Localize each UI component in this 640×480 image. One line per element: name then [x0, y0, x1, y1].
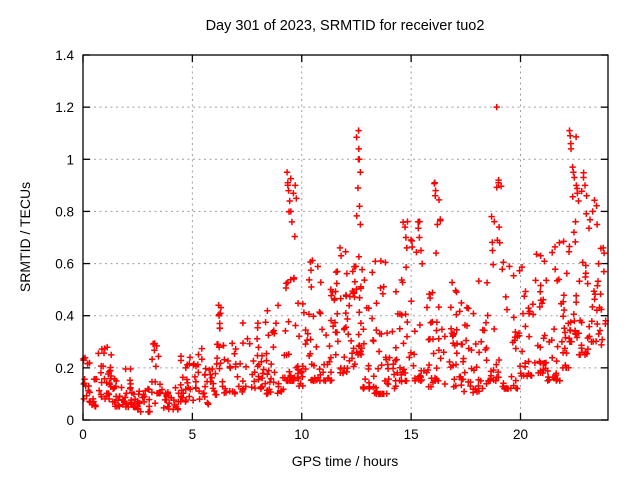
axis-ticks [82, 54, 608, 421]
y-tick-label: 0.6 [55, 257, 74, 272]
y-tick-label: 1 [66, 152, 74, 167]
x-tick-label: 20 [513, 427, 528, 442]
y-tick-label: 0 [66, 413, 74, 428]
y-axis-label: SRMTID / TECUs [17, 182, 33, 292]
x-tick-label: 0 [79, 427, 87, 442]
x-axis-label: GPS time / hours [292, 453, 399, 469]
grid-lines [83, 55, 608, 420]
y-tick-label: 0.8 [55, 204, 74, 219]
plot-border [82, 54, 609, 421]
x-tick-label: 15 [404, 427, 419, 442]
y-tick-label: 0.2 [55, 361, 74, 376]
y-tick-label: 0.4 [55, 309, 74, 324]
tick-labels: 0 5 10 15 20 0 0.2 0.4 0.6 0.8 1 1.2 1.4 [55, 48, 528, 442]
scatter-series-srmtid [80, 103, 609, 416]
y-tick-label: 1.2 [55, 100, 74, 115]
x-tick-label: 10 [294, 427, 309, 442]
y-tick-label: 1.4 [55, 48, 74, 63]
chart-title: Day 301 of 2023, SRMTID for receiver tuo… [206, 18, 485, 34]
scatter-points [80, 103, 609, 416]
x-tick-label: 5 [189, 427, 197, 442]
